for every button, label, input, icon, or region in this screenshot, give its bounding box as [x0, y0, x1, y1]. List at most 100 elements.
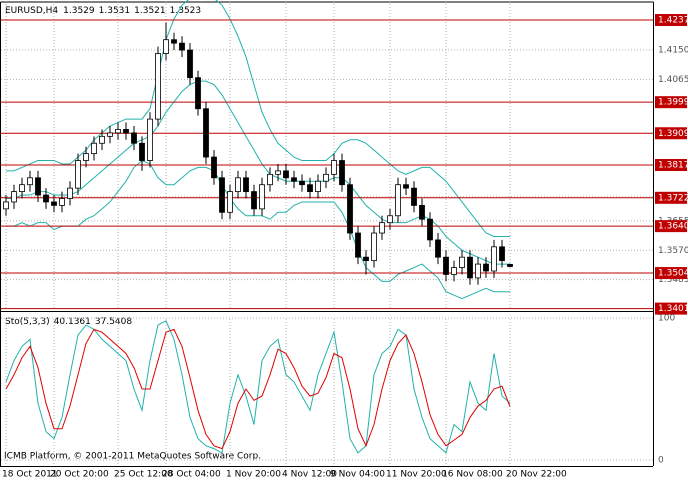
candle-body [427, 218, 433, 241]
candle-body [11, 191, 17, 203]
y-tick-label: 1.4150 [658, 46, 688, 56]
bollinger-band [6, 80, 510, 265]
level-tag [655, 267, 687, 280]
level-label: 1.3640 [658, 222, 688, 232]
candle-body [91, 142, 97, 155]
last-close: 1.3523 [170, 6, 202, 16]
x-tick-label: 25 Oct 12:00 [114, 470, 173, 480]
candle-body [443, 256, 449, 275]
candle-body [491, 246, 497, 272]
chart-title: EURUSD,H4 1.3529 1.3531 1.3521 1.3523 [5, 6, 201, 16]
level-label: 1.4237 [658, 16, 688, 26]
candle-body [3, 201, 9, 210]
candle-body [435, 239, 441, 258]
candle-body [307, 184, 313, 192]
candle-body [379, 222, 385, 234]
candle-body [387, 215, 393, 224]
candle-body [507, 264, 513, 267]
candle-body [395, 184, 401, 217]
x-tick-label: 20 Oct 20:00 [50, 470, 109, 480]
candle-body [115, 129, 121, 134]
stochastic-line [5, 328, 511, 450]
candle-body [187, 49, 193, 79]
candle-body [147, 118, 153, 161]
candle-body [195, 77, 201, 110]
indicator-name: Sto(5,3,3) [5, 317, 50, 327]
stochastic-line [5, 320, 511, 454]
bollinger-band [6, 159, 510, 300]
x-tick-label: 16 Nov 08:00 [442, 470, 503, 480]
y-tick-label: 0 [658, 456, 664, 466]
y-tick-label: 100 [658, 314, 675, 324]
candle-body [363, 256, 369, 262]
candle-body [163, 39, 169, 54]
candle-body [131, 132, 137, 144]
copyright: ICMB Platform, © 2001-2011 MetaQuotes So… [4, 452, 261, 462]
candle-body [107, 132, 113, 137]
candle-body [211, 156, 217, 179]
candle-body [475, 263, 481, 279]
candle-body [259, 184, 265, 210]
last-open: 1.3529 [63, 6, 95, 16]
candle-body [347, 184, 353, 234]
x-tick-label: 20 Nov 22:00 [506, 470, 567, 480]
candle-body [323, 173, 329, 182]
candle-body [299, 180, 305, 186]
candle-body [51, 201, 57, 206]
level-tag [655, 14, 687, 27]
last-high: 1.3531 [99, 6, 131, 16]
candle-body [451, 267, 457, 275]
candle-body [227, 191, 233, 213]
bollinger-band [6, 0, 510, 237]
candle-body [235, 177, 241, 192]
x-tick-label: 28 Oct 04:00 [162, 470, 221, 480]
candle-body [19, 184, 25, 192]
candle-body [203, 108, 209, 158]
candle-body [403, 184, 409, 189]
x-tick-label: 4 Nov 12:00 [282, 470, 337, 480]
candle-body [267, 173, 273, 186]
candle-body [459, 256, 465, 268]
candle-body [83, 153, 89, 161]
candle-body [43, 194, 49, 203]
level-tag [655, 159, 687, 172]
x-tick-label: 11 Nov 20:00 [386, 470, 447, 480]
candle-body [275, 170, 281, 175]
level-label: 1.3722 [658, 193, 688, 203]
y-tick-label: 1.4065 [658, 75, 688, 85]
indicator-title: Sto(5,3,3) 40.1361 37.5408 [5, 317, 132, 327]
x-tick-label: 18 Oct 2011 [2, 470, 58, 480]
symbol: EURUSD,H4 [5, 6, 58, 16]
candle-body [123, 129, 129, 134]
level-tag [655, 127, 687, 140]
candle-body [27, 177, 33, 186]
candle-body [99, 135, 105, 144]
level-tag [655, 191, 687, 204]
candle-body [179, 42, 185, 51]
level-tag [655, 220, 687, 233]
candle-body [155, 53, 161, 120]
candle-body [499, 246, 505, 262]
candle-body [483, 263, 489, 272]
candle-body [59, 198, 65, 206]
x-tick-label: 1 Nov 20:00 [226, 470, 281, 480]
candle-body [467, 256, 473, 279]
candle-body [291, 177, 297, 182]
candle-body [315, 180, 321, 192]
candle-body [219, 177, 225, 213]
level-label: 1.3999 [658, 98, 688, 108]
k-value: 40.1361 [54, 317, 91, 327]
y-tick-label: 1.3485 [658, 275, 688, 285]
candle-body [251, 191, 257, 210]
last-low: 1.3521 [134, 6, 166, 16]
candle-body [243, 177, 249, 192]
candle-body [371, 232, 377, 262]
candle-body [283, 170, 289, 179]
candle-body [35, 177, 41, 196]
candle-body [419, 205, 425, 220]
level-label: 1.3909 [658, 129, 688, 139]
candle-body [331, 160, 337, 175]
candle-body [139, 142, 145, 161]
